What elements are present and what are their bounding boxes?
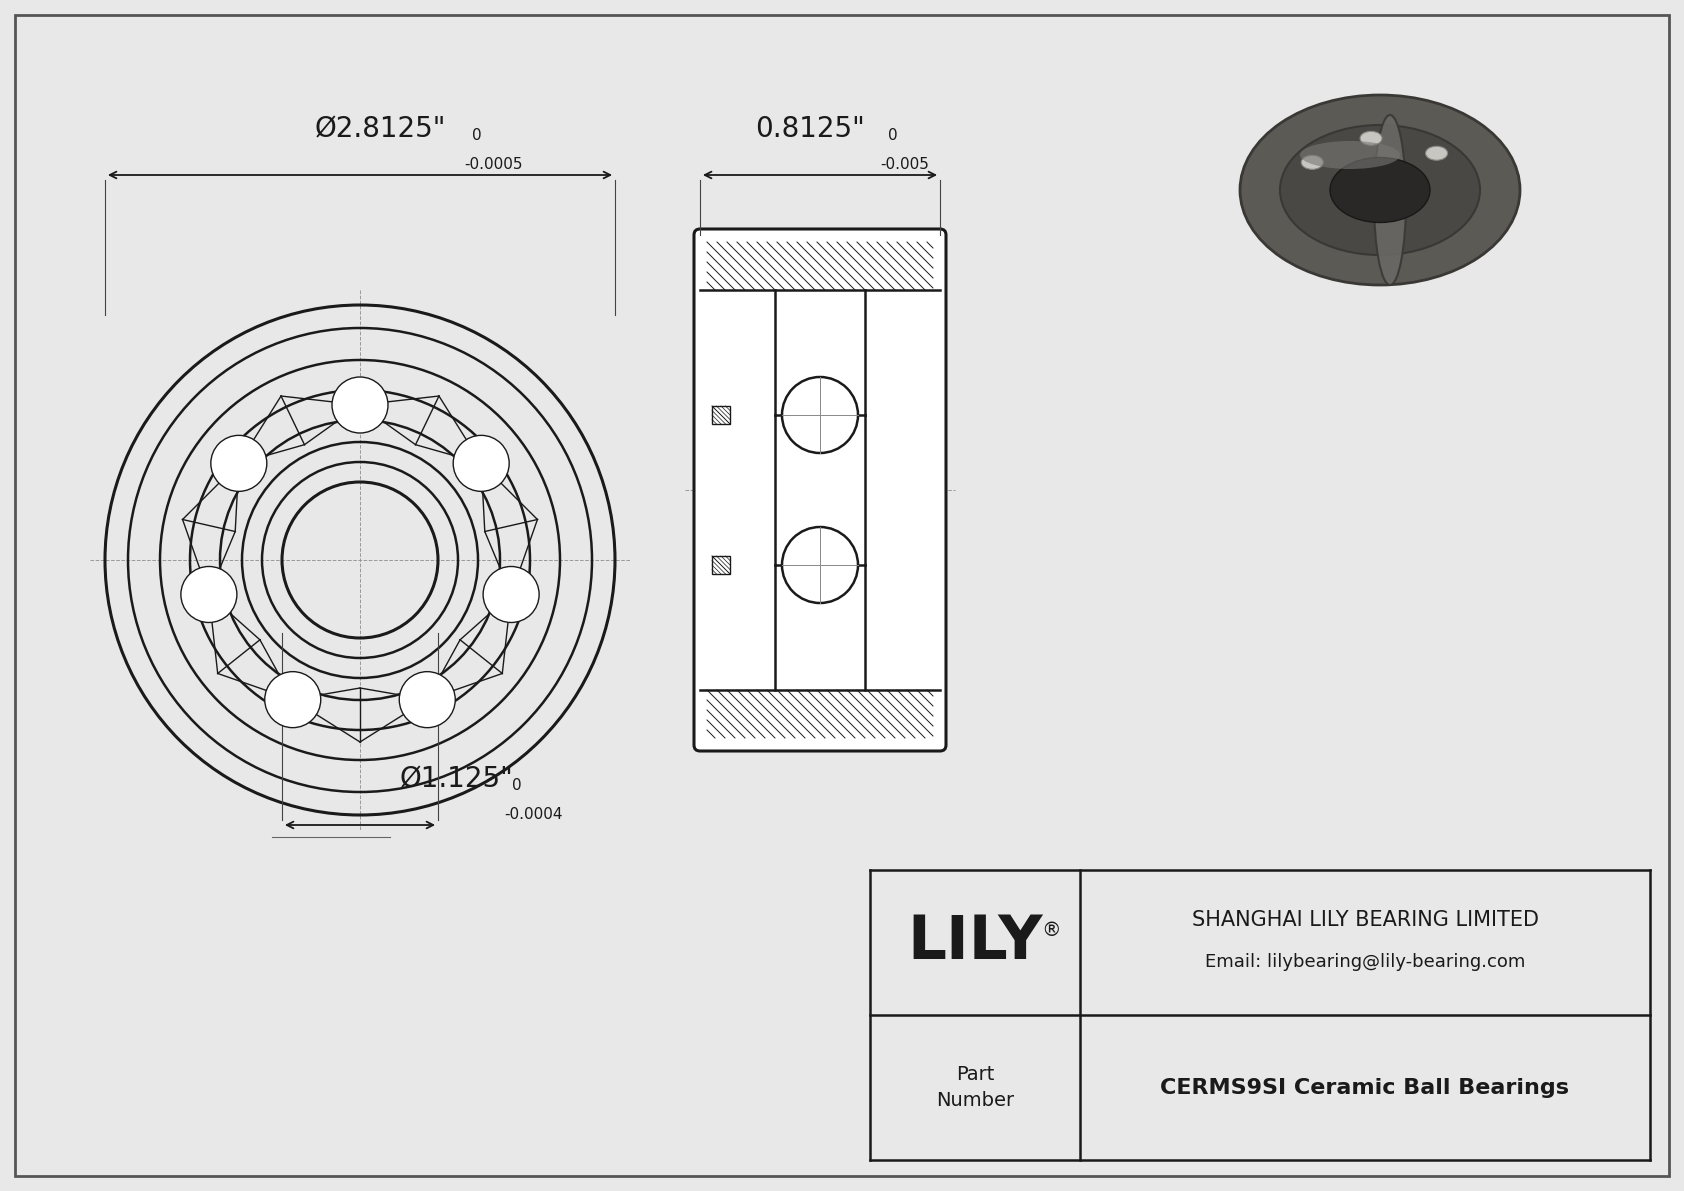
- Ellipse shape: [1302, 155, 1324, 169]
- Text: Ø2.8125": Ø2.8125": [315, 116, 446, 143]
- Text: 0: 0: [887, 127, 898, 143]
- Text: 0: 0: [512, 778, 522, 793]
- Ellipse shape: [1280, 125, 1480, 255]
- Text: -0.0005: -0.0005: [465, 157, 522, 172]
- Ellipse shape: [1374, 116, 1406, 285]
- Bar: [712, 406, 729, 424]
- Circle shape: [332, 378, 387, 434]
- Text: Email: lilybearing@lily-bearing.com: Email: lilybearing@lily-bearing.com: [1204, 953, 1526, 971]
- Circle shape: [399, 672, 455, 728]
- Ellipse shape: [1426, 146, 1448, 161]
- Circle shape: [781, 526, 859, 603]
- Text: ®: ®: [1041, 921, 1061, 940]
- Ellipse shape: [1300, 141, 1399, 169]
- Text: LILY: LILY: [908, 913, 1042, 972]
- Bar: [712, 556, 729, 574]
- Circle shape: [453, 436, 509, 492]
- Text: -0.0004: -0.0004: [504, 807, 562, 822]
- Circle shape: [264, 672, 320, 728]
- Text: SHANGHAI LILY BEARING LIMITED: SHANGHAI LILY BEARING LIMITED: [1192, 910, 1539, 930]
- Ellipse shape: [1361, 131, 1383, 145]
- FancyBboxPatch shape: [694, 229, 946, 752]
- Text: -0.005: -0.005: [881, 157, 930, 172]
- Text: CERMS9SI Ceramic Ball Bearings: CERMS9SI Ceramic Ball Bearings: [1160, 1078, 1569, 1097]
- Ellipse shape: [1330, 157, 1430, 223]
- Circle shape: [483, 567, 539, 623]
- Circle shape: [210, 436, 266, 492]
- Text: 0: 0: [472, 127, 482, 143]
- Ellipse shape: [1239, 95, 1521, 285]
- Circle shape: [781, 378, 859, 453]
- Text: Part
Number: Part Number: [936, 1066, 1014, 1110]
- Text: Ø1.125": Ø1.125": [401, 765, 514, 793]
- Text: 0.8125": 0.8125": [754, 116, 866, 143]
- Circle shape: [180, 567, 237, 623]
